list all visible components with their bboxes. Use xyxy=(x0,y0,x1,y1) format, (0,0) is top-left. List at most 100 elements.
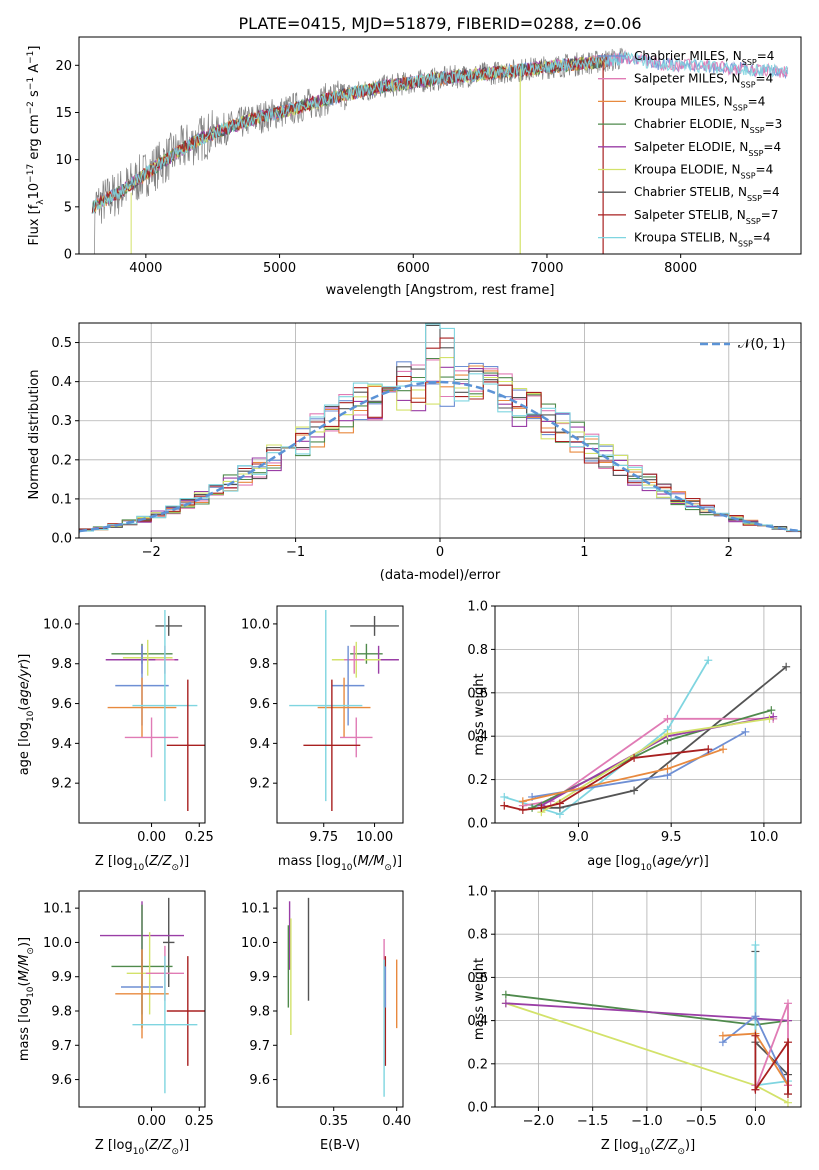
legend-sub: SSP xyxy=(742,58,757,67)
y-tick-label: 9.6 xyxy=(51,697,72,712)
label-part: λ xyxy=(36,199,46,205)
y-axis-label: mass weight xyxy=(472,958,487,1040)
legend-tail: =4 xyxy=(756,163,774,177)
label-part: erg cm xyxy=(27,114,42,163)
legend-text: Chabrier MILES, N xyxy=(634,49,742,63)
label-part: ( xyxy=(17,706,32,711)
label-part: Z/Z xyxy=(654,1138,678,1153)
label-part: 10 xyxy=(133,863,145,873)
label-part: )] xyxy=(392,854,402,869)
x-tick-label: 8000 xyxy=(664,261,697,276)
y-tick-label: 10.0 xyxy=(43,936,72,951)
legend-tail: =4 xyxy=(762,185,780,199)
label-part: ⊙ xyxy=(171,1147,179,1157)
x-axis-label: (data-model)/error xyxy=(380,568,501,583)
model-spectrum-kroupa-miles xyxy=(91,56,608,214)
x-axis-label: E(B-V) xyxy=(320,1138,360,1153)
x-axis-label: age [log10(age/yr)] xyxy=(587,854,709,873)
y-tick-label: 9.4 xyxy=(249,737,270,752)
x-tick-label: −2 xyxy=(142,545,161,560)
legend-text: Kroupa MILES, N xyxy=(634,94,733,108)
label-part: 10 xyxy=(341,863,353,873)
x-axis-label: Z [log10(Z/Z⊙)] xyxy=(95,854,189,873)
label-part: ( xyxy=(650,1138,655,1153)
legend-tail: =3 xyxy=(765,117,783,131)
legend-text: Kroupa STELIB, N xyxy=(634,231,738,245)
normal-curve xyxy=(79,380,799,533)
axes-frame xyxy=(78,605,206,824)
label-part: E(B-V) xyxy=(320,1138,360,1153)
label-part: ( xyxy=(144,854,149,869)
x-axis-label: wavelength [Angstrom, rest frame] xyxy=(326,283,555,298)
axes-frame xyxy=(494,605,802,824)
y-tick-label: 10 xyxy=(55,153,72,168)
weight-line-salpeter-stelib xyxy=(754,1035,789,1094)
x-tick-label: 9.75 xyxy=(309,830,338,845)
label-part: Z [log xyxy=(95,854,133,869)
x-tick-label: 9.5 xyxy=(661,830,682,845)
weight-line-salpeter-elodie xyxy=(505,1002,789,1022)
axes-frame xyxy=(494,890,802,1108)
label-part: s xyxy=(27,90,42,101)
legend-tail: =4 xyxy=(756,72,774,86)
age-vs-mass-panel: 9.75 10.00 9.2 9.4 9.6 9.8 10.0 mass [log10(M/M… xyxy=(241,605,404,873)
y-tick-label: 10.1 xyxy=(43,902,72,917)
x-tick-label: 1 xyxy=(580,545,588,560)
x-tick-label: 0.00 xyxy=(137,1114,166,1129)
label-part: 10 xyxy=(26,710,36,722)
y-tick-label: 9.7 xyxy=(249,1039,270,1054)
x-tick-label: 0 xyxy=(436,545,444,560)
x-tick-label: −1.0 xyxy=(631,1114,663,1129)
y-axis-label: mass weight xyxy=(472,673,487,755)
mass-vs-EBV-panel: 0.35 0.40 9.6 9.7 9.8 9.9 10.0 10.1 E(B-V) xyxy=(241,890,411,1153)
y-tick-label: 9.8 xyxy=(51,1005,72,1020)
legend-text: Salpeter MILES, N xyxy=(634,72,741,86)
y-tick-label: 0.3 xyxy=(51,414,72,429)
y-tick-label: 0.8 xyxy=(467,643,488,658)
x-axis-label: Z [log10(Z/Z⊙)] xyxy=(601,1138,695,1157)
y-tick-label: 15 xyxy=(55,106,72,121)
y-tick-label: 10.0 xyxy=(241,617,270,632)
x-tick-label: 10.00 xyxy=(356,830,393,845)
label-part: ( xyxy=(17,981,32,986)
model-spectrum-kroupa-stelib xyxy=(92,51,789,214)
x-tick-label: 5000 xyxy=(263,261,296,276)
label-part: ( xyxy=(652,854,657,869)
label-part: −17 xyxy=(26,164,36,183)
weight-vs-Z-panel: −2.0 −1.5 −1.0 −0.5 0.0 0.0 0.2 0.4 0.6 0.8 1.0 Z [… xyxy=(467,885,802,1157)
label-part: 10 xyxy=(26,986,36,998)
mass-vs-Z-plot-area xyxy=(100,897,205,1094)
y-tick-label: 9.2 xyxy=(51,777,72,792)
legend-label: Kroupa MILES, NSSP=4 xyxy=(634,94,765,112)
legend-tail: =4 xyxy=(748,94,766,108)
label-part: 10 xyxy=(639,1147,651,1157)
legend-label: Kroupa STELIB, NSSP=4 xyxy=(634,231,771,249)
label-part: age/yr xyxy=(657,854,700,869)
x-tick-label: 7000 xyxy=(530,261,563,276)
y-tick-label: 0.1 xyxy=(51,492,72,507)
legend-sub: SSP xyxy=(746,216,761,225)
label-part: ⊙ xyxy=(171,863,179,873)
y-tick-label: 1.0 xyxy=(467,600,488,615)
legend-sub: SSP xyxy=(748,148,763,157)
legend-label-normal: 𝒩(0, 1) xyxy=(738,337,785,352)
label-part: ( xyxy=(353,854,358,869)
y-tick-label: 9.8 xyxy=(249,1005,270,1020)
weight-vs-Z-plot-area xyxy=(501,941,792,1107)
residuals-plot-area xyxy=(79,323,801,534)
y-tick-label: 9.2 xyxy=(249,777,270,792)
y-axis-label: age [log10(age/yr)] xyxy=(17,654,36,776)
label-part: mass [log xyxy=(17,998,32,1061)
y-tick-label: 5 xyxy=(64,200,72,215)
residuals-panel: −2 −1 0 1 2 0.0 0.1 0.2 0.3 0.4 0.5 𝒩(0, 1) (data-mo… xyxy=(27,322,802,583)
y-tick-label: 9.6 xyxy=(249,697,270,712)
legend-sub: SSP xyxy=(747,194,762,203)
spectrum-panel: 4000 5000 6000 7000 8000 0 5 10 15 20 Chabrier MIL… xyxy=(26,36,802,298)
x-tick-label: 0.40 xyxy=(382,1114,411,1129)
legend-text: Chabrier ELODIE, N xyxy=(634,117,750,131)
y-tick-label: 0.6 xyxy=(467,686,488,701)
label-part: )] xyxy=(179,854,189,869)
y-tick-label: 9.4 xyxy=(51,737,72,752)
